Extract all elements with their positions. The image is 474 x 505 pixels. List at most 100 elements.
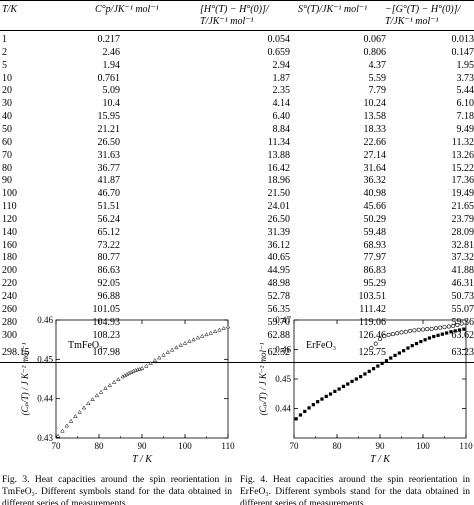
cell-t: 100 <box>2 188 17 200</box>
data-point <box>333 389 337 393</box>
data-point <box>139 366 145 370</box>
data-point <box>429 326 434 331</box>
cell-t: 260 <box>2 303 17 315</box>
cell-t: 110 <box>2 201 17 213</box>
cell-t: 140 <box>2 226 17 238</box>
data-point <box>371 367 376 371</box>
data-point <box>307 406 311 410</box>
cell-h: 62.88 <box>267 329 291 341</box>
figure-3-caption: Fig. 3. Heat capacities around the spin … <box>2 475 232 505</box>
cell-s: 10.24 <box>363 98 387 110</box>
cell-s: 0.806 <box>363 46 387 58</box>
data-point <box>354 377 358 381</box>
data-point <box>359 375 363 379</box>
cell-h: 18.96 <box>267 175 291 187</box>
cell-cp: 92.05 <box>97 278 121 290</box>
figure-3-chart: 70 80 90 100 110 0.43 0.44 0.45 0.46 TmFeO₃ T / K (… <box>20 315 235 465</box>
data-point <box>86 401 91 405</box>
figure-4: 70 80 90 100 110 0.44 0.45 0.46 0.47 ErFeO₃ T / K (… <box>238 312 474 505</box>
table-top-rule <box>0 0 474 1</box>
cell-s: 0.067 <box>363 34 387 45</box>
table-row: 140 65.12 31.39 59.48 28.09 <box>0 226 474 239</box>
cell-g: 46.31 <box>451 278 474 290</box>
table-bottom-rule <box>0 362 474 363</box>
cell-s: 31.64 <box>363 162 387 174</box>
data-point <box>445 331 449 335</box>
cell-s: 77.97 <box>363 252 387 264</box>
data-point <box>455 323 460 328</box>
data-point <box>440 332 444 336</box>
data-point <box>397 351 401 355</box>
data-point <box>423 338 427 342</box>
data-point <box>449 330 453 334</box>
cell-t: 298.15 <box>2 347 30 358</box>
data-point <box>432 334 436 339</box>
cell-cp: 51.51 <box>97 201 121 213</box>
data-point <box>346 382 350 386</box>
table-row: 70 31.63 13.88 27.14 13.26 <box>0 149 474 162</box>
inset-label: TmFeO₃ <box>68 340 103 351</box>
data-point <box>395 331 400 336</box>
data-point <box>204 332 209 337</box>
data-point <box>369 346 374 351</box>
y-tick-label: 0.45 <box>37 354 53 364</box>
data-point <box>156 355 162 360</box>
cell-cp: 41.87 <box>97 175 121 187</box>
cell-g: 21.65 <box>451 201 474 213</box>
y-tick-label: 0.44 <box>275 404 291 414</box>
cell-t: 300 <box>2 329 17 341</box>
x-tick-label: 80 <box>333 441 343 451</box>
table-row: 200 86.63 44.95 86.83 41.88 <box>0 264 474 277</box>
cell-h: 13.88 <box>267 149 291 161</box>
data-point <box>406 346 410 350</box>
cell-cp: 36.77 <box>97 162 121 174</box>
data-point <box>421 327 426 332</box>
cell-h: 11.34 <box>267 136 290 148</box>
x-tick-label: 90 <box>138 441 148 451</box>
cell-t: 180 <box>2 252 17 264</box>
x-tick-label: 90 <box>376 441 386 451</box>
table-row: 60 26.50 11.34 22.66 11.32 <box>0 136 474 149</box>
table-row: 220 92.05 48.98 95.29 46.31 <box>0 277 474 290</box>
data-point <box>341 384 346 388</box>
data-point <box>436 333 440 337</box>
cell-g: 17.36 <box>451 175 474 187</box>
table-row: 80 36.77 16.42 31.64 15.22 <box>0 162 474 175</box>
data-point <box>169 347 175 352</box>
cell-h: 2.94 <box>272 59 291 71</box>
y-tick-label: 0.43 <box>37 433 53 443</box>
cell-s: 7.79 <box>368 85 387 97</box>
data-point <box>148 360 153 365</box>
cell-h: 48.98 <box>267 278 291 290</box>
data-point <box>152 358 158 363</box>
cell-s: 50.29 <box>363 213 387 225</box>
cell-s: 4.37 <box>368 59 387 71</box>
cell-t: 160 <box>2 239 17 251</box>
y-tick-label: 0.44 <box>37 394 53 404</box>
cell-g: 28.09 <box>451 226 474 238</box>
cell-t: 200 <box>2 265 17 277</box>
cell-g: 11.32 <box>451 136 474 148</box>
cell-g: 63.62 <box>451 329 474 341</box>
data-point <box>199 333 205 338</box>
col-header-g-line1: −[G°(T) − H°(0)]/ <box>385 4 461 15</box>
cell-h: 40.65 <box>267 252 291 264</box>
cell-cp: 101.05 <box>92 303 121 315</box>
x-tick-label: 110 <box>221 441 235 451</box>
cell-t: 280 <box>2 316 17 328</box>
data-point <box>60 428 65 433</box>
cell-h: 56.35 <box>267 303 291 315</box>
table-row: 50 21.21 8.84 18.33 9.49 <box>0 123 474 136</box>
cell-cp: 2.46 <box>102 46 121 58</box>
data-point <box>90 397 95 402</box>
data-point <box>103 386 108 390</box>
table-row: 300 108.23 62.88 126.46 63.62 <box>0 329 474 342</box>
cell-g: 37.32 <box>451 252 474 264</box>
data-point <box>462 327 466 331</box>
table-row-final: 298.15 107.98 62.52 125.75 63.23 <box>0 346 474 359</box>
data-point <box>376 364 380 368</box>
cell-h: 0.659 <box>267 46 291 58</box>
cell-cp: 56.24 <box>97 213 121 225</box>
cell-t: 1 <box>2 34 7 45</box>
